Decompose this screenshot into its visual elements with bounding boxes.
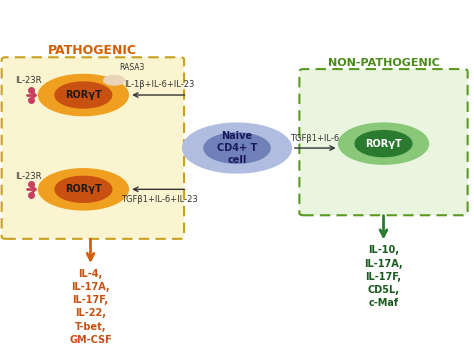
Text: RORγT: RORγT <box>65 90 102 100</box>
Text: TGFβ1+IL-6: TGFβ1+IL-6 <box>291 134 339 143</box>
Polygon shape <box>38 169 128 210</box>
FancyBboxPatch shape <box>1 57 184 239</box>
Polygon shape <box>355 130 412 157</box>
Polygon shape <box>338 123 428 164</box>
Polygon shape <box>38 74 128 116</box>
Text: NON-PATHOGENIC: NON-PATHOGENIC <box>328 58 439 69</box>
Text: TGFβ1+IL-6+IL-23: TGFβ1+IL-6+IL-23 <box>121 195 197 204</box>
Text: RORγT: RORγT <box>365 139 402 149</box>
Text: RORγT: RORγT <box>65 184 102 194</box>
Text: RASA3: RASA3 <box>119 63 144 72</box>
Polygon shape <box>55 82 112 108</box>
Polygon shape <box>55 176 112 202</box>
Text: IL-1β+IL-6+IL-23: IL-1β+IL-6+IL-23 <box>124 80 194 89</box>
Text: IL-23R: IL-23R <box>15 76 41 85</box>
Polygon shape <box>104 76 125 85</box>
Text: IL-10,
IL-17A,
IL-17F,
CD5L,
c-Maf: IL-10, IL-17A, IL-17F, CD5L, c-Maf <box>364 245 403 308</box>
FancyBboxPatch shape <box>300 69 468 215</box>
Text: IL-23R: IL-23R <box>15 172 41 181</box>
Text: Naive
CD4+ T
cell: Naive CD4+ T cell <box>217 132 257 165</box>
Polygon shape <box>204 133 270 163</box>
Polygon shape <box>182 123 292 173</box>
Text: IL-4,
IL-17A,
IL-17F,
IL-22,
T-bet,
GM-CSF: IL-4, IL-17A, IL-17F, IL-22, T-bet, GM-C… <box>69 269 112 345</box>
Text: PATHOGENIC: PATHOGENIC <box>48 44 137 57</box>
